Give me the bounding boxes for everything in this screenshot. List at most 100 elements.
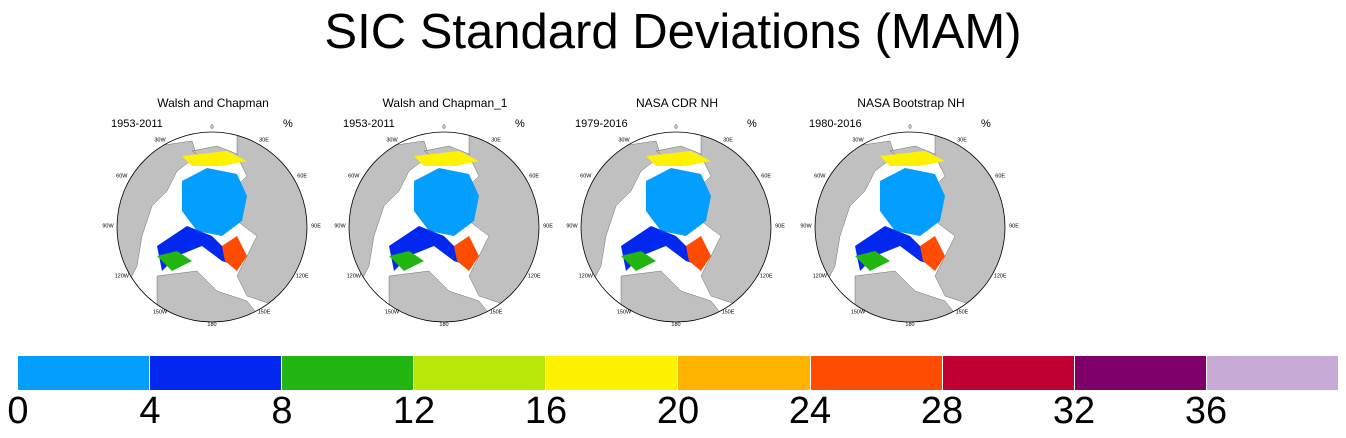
longitude-label: 150W: [385, 309, 400, 315]
longitude-label: 150E: [258, 309, 271, 315]
unit-label: %: [747, 118, 757, 130]
land-mass: [388, 270, 500, 322]
longitude-label: 0: [442, 125, 445, 131]
ice-field: [646, 168, 711, 236]
unit-label: %: [515, 118, 525, 130]
period-label: 1953-2011: [343, 118, 395, 130]
longitude-label: 120W: [579, 274, 594, 280]
longitude-label: 90E: [775, 224, 785, 230]
panel-title: Walsh and Chapman: [157, 96, 269, 110]
colorbar-swatch: [546, 356, 679, 390]
land-mass: [854, 270, 966, 322]
map-panel-4: 180 150W 150E 120W 120E 90W 90E 60W 60E 30W 30E 0 NA…: [795, 96, 1027, 332]
high-variability: [920, 236, 945, 271]
colorbar-swatch: [810, 356, 943, 390]
longitude-label: 0: [674, 125, 677, 131]
longitude-label: 180: [671, 322, 680, 328]
longitude-label: 60W: [116, 174, 128, 180]
unit-label: %: [283, 118, 293, 130]
page-title: SIC Standard Deviations (MAM): [324, 5, 1022, 59]
longitude-label: 60E: [995, 174, 1005, 180]
longitude-label: 60E: [529, 174, 539, 180]
map-panel-1: 180 150W 150E 120W 120E 90W 90E 60W 60E 30W 30E 0 Wa…: [97, 96, 329, 332]
ice-field: [182, 168, 247, 236]
colorbar-tick-label: 24: [788, 390, 832, 432]
longitude-label: 60W: [814, 174, 826, 180]
pacific-variability: [646, 151, 711, 166]
colorbar-swatch: [18, 356, 151, 390]
longitude-label: 120E: [296, 274, 309, 280]
colorbar-tick-label: 0: [7, 390, 29, 432]
panel-title: NASA Bootstrap NH: [857, 96, 965, 110]
longitude-label: 180: [207, 322, 216, 328]
colorbar-swatch: [1206, 356, 1338, 390]
pacific-variability: [182, 151, 247, 166]
ice-edge: [157, 226, 237, 271]
colorbar: [18, 356, 1338, 390]
pacific-variability: [880, 151, 945, 166]
longitude-label: 120W: [813, 274, 828, 280]
longitude-label: 60W: [348, 174, 360, 180]
longitude-label: 150W: [153, 309, 168, 315]
longitude-label: 150E: [956, 309, 969, 315]
unit-label: %: [981, 118, 991, 130]
colorbar-swatch: [1074, 356, 1207, 390]
longitude-label: 150W: [617, 309, 632, 315]
longitude-label: 180: [439, 322, 448, 328]
map-panel-3: 180 150W 150E 120W 120E 90W 90E 60W 60E 30W 30E 0 NA…: [561, 96, 793, 332]
longitude-label: 180: [905, 322, 914, 328]
longitude-label: 30E: [259, 138, 269, 144]
colorbar-swatch: [414, 356, 547, 390]
longitude-label: 30E: [723, 138, 733, 144]
longitude-label: 90W: [102, 224, 114, 230]
medium-variability: [621, 251, 656, 271]
high-variability: [686, 236, 711, 271]
polar-map: 180 150W 150E 120W 120E 90W 90E 60W 60E 30W 30E 0: [800, 125, 1019, 329]
colorbar-tick-label: 4: [139, 390, 161, 432]
longitude-label: 30W: [852, 138, 864, 144]
longitude-label: 120W: [115, 274, 130, 280]
longitude-label: 30W: [386, 138, 398, 144]
longitude-label: 90E: [543, 224, 553, 230]
longitude-label: 90E: [311, 224, 321, 230]
medium-variability: [157, 251, 192, 271]
longitude-label: 90E: [1009, 224, 1019, 230]
longitude-label: 90W: [334, 224, 346, 230]
land-mass: [156, 270, 268, 322]
colorbar-tick-label: 16: [524, 390, 568, 432]
period-label: 1980-2016: [809, 118, 862, 130]
medium-variability: [389, 251, 424, 271]
panel-title: NASA CDR NH: [635, 96, 718, 110]
colorbar-tick-label: 32: [1052, 390, 1096, 432]
longitude-label: 30E: [957, 138, 967, 144]
pacific-variability: [414, 151, 479, 166]
polar-map: 180 150W 150E 120W 120E 90W 90E 60W 60E 30W 30E 0: [102, 125, 321, 329]
longitude-label: 150E: [490, 309, 503, 315]
longitude-label: 0: [210, 125, 213, 131]
colorbar-swatch: [942, 356, 1075, 390]
longitude-label: 150E: [722, 309, 735, 315]
period-label: 1953-2011: [111, 118, 163, 130]
ice-field: [880, 168, 945, 236]
high-variability: [222, 236, 247, 271]
longitude-label: 120E: [528, 274, 541, 280]
colorbar-tick-label: 20: [656, 390, 700, 432]
polar-map: 180 150W 150E 120W 120E 90W 90E 60W 60E 30W 30E 0: [566, 125, 785, 329]
colorbar-tick-label: 36: [1184, 390, 1228, 432]
longitude-label: 120E: [994, 274, 1007, 280]
longitude-label: 60E: [297, 174, 307, 180]
longitude-label: 120W: [347, 274, 362, 280]
longitude-label: 0: [908, 125, 911, 131]
colorbar-tick-label: 8: [271, 390, 293, 432]
longitude-label: 120E: [760, 274, 773, 280]
map-panel-2: 180 150W 150E 120W 120E 90W 90E 60W 60E 30W 30E 0 Wa…: [329, 96, 561, 332]
colorbar-swatch: [282, 356, 415, 390]
medium-variability: [855, 251, 890, 271]
polar-map: 180 150W 150E 120W 120E 90W 90E 60W 60E 30W 30E 0: [334, 125, 553, 329]
ice-edge: [389, 226, 469, 271]
ice-edge: [621, 226, 701, 271]
ice-edge: [855, 226, 935, 271]
colorbar-tick-label: 28: [920, 390, 964, 432]
colorbar-swatch: [678, 356, 811, 390]
period-label: 1979-2016: [575, 118, 628, 130]
